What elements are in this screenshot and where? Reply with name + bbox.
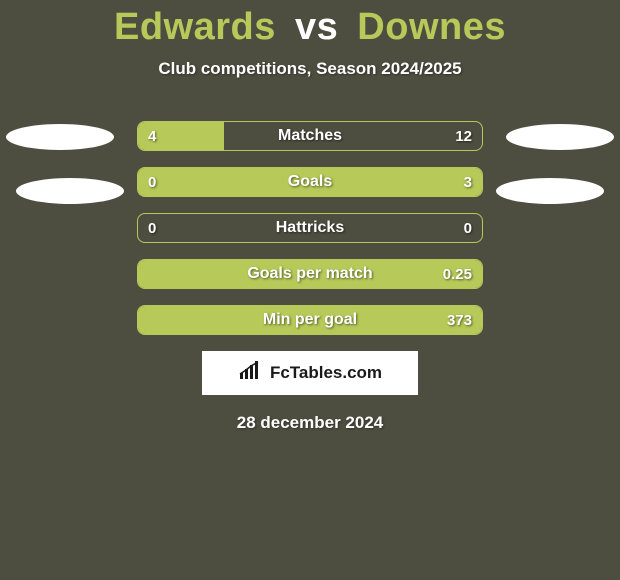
subtitle: Club competitions, Season 2024/2025 <box>0 59 620 79</box>
stat-row: Goals per match0.25 <box>137 259 483 289</box>
player-photo-placeholder <box>496 178 604 204</box>
stat-label: Goals <box>138 168 482 196</box>
player-photo-placeholder <box>6 124 114 150</box>
stat-label: Hattricks <box>138 214 482 242</box>
player1-name: Edwards <box>114 6 276 48</box>
stat-label: Goals per match <box>138 260 482 288</box>
stat-value-right: 12 <box>445 122 482 150</box>
player-photo-placeholder <box>506 124 614 150</box>
stat-row: Min per goal373 <box>137 305 483 335</box>
stat-row: Matches4 12 <box>137 121 483 151</box>
stat-value-left: 4 <box>138 122 166 150</box>
comparison-bars: Matches412Goals03Hattricks00Goals per ma… <box>137 121 483 335</box>
stat-value-right: 373 <box>437 306 482 334</box>
stat-value-left: 0 <box>138 168 166 196</box>
stat-label: Matches <box>138 122 482 150</box>
date: 28 december 2024 <box>0 413 620 433</box>
stat-label: Min per goal <box>138 306 482 334</box>
stat-row: Hattricks0 0 <box>137 213 483 243</box>
brand-text: FcTables.com <box>270 363 382 383</box>
brand-chart-icon <box>238 361 264 386</box>
stat-row: Goals0 3 <box>137 167 483 197</box>
stat-value-left: 0 <box>138 214 166 242</box>
brand-box: FcTables.com <box>202 351 418 395</box>
title-vs: vs <box>295 6 338 48</box>
stat-value-right: 3 <box>454 168 482 196</box>
stat-value-right: 0 <box>454 214 482 242</box>
player-photo-placeholder <box>16 178 124 204</box>
comparison-title: Edwards vs Downes <box>0 0 620 49</box>
player2-name: Downes <box>357 6 506 48</box>
stat-value-right: 0.25 <box>433 260 482 288</box>
